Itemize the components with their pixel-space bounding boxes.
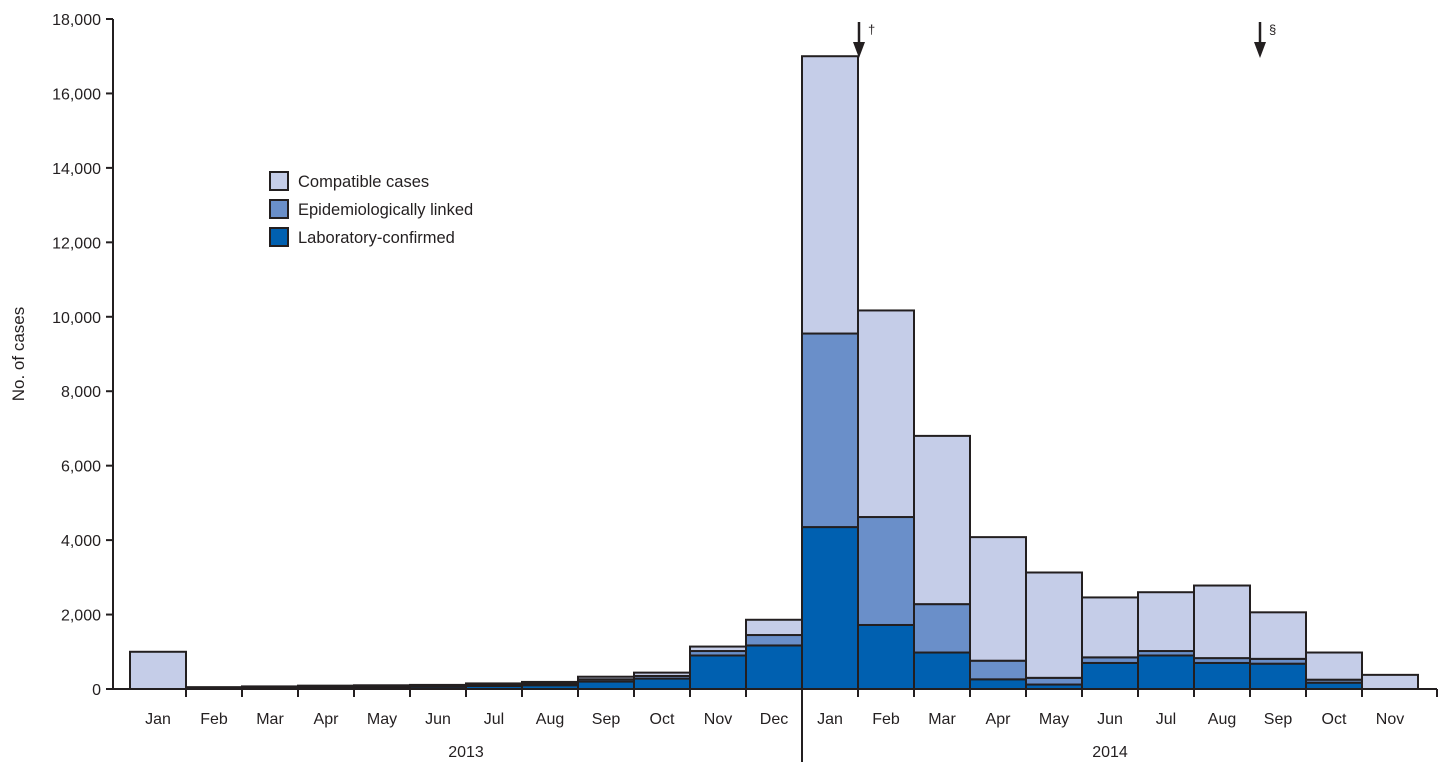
marker-section-symbol: § — [1269, 22, 1276, 37]
bar-segment-compatible-cases-6 — [465, 682, 523, 686]
bar-segment-laboratory-confirmed-17 — [1081, 661, 1139, 691]
bar-segment-epidemiologically-linked-14 — [913, 603, 971, 654]
legend: Compatible cases Epidemiologically linke… — [269, 171, 473, 247]
bar-segment-laboratory-confirmed-13 — [857, 623, 915, 691]
bar-segment-compatible-cases-11 — [745, 618, 803, 637]
bar-segment-compatible-cases-3 — [297, 684, 355, 688]
x-tick-label-2: Mar — [256, 711, 284, 728]
bar-segment-laboratory-confirmed-11 — [745, 644, 803, 691]
bar-segment-compatible-cases-7 — [521, 680, 579, 685]
bar-segment-compatible-cases-4 — [353, 684, 411, 688]
x-tick-label-0: Jan — [145, 711, 171, 728]
bar-segment-epidemiologically-linked-15 — [969, 659, 1027, 681]
y-tick-label-7: 14,000 — [52, 161, 101, 178]
x-tick-label-6: Jul — [484, 711, 504, 728]
bar-segment-epidemiologically-linked-13 — [857, 516, 915, 626]
bar-segment-laboratory-confirmed-12 — [801, 526, 859, 690]
bar-segment-laboratory-confirmed-19 — [1193, 661, 1251, 691]
y-tick-label-8: 16,000 — [52, 86, 101, 103]
bar-segment-compatible-cases-22 — [1361, 673, 1419, 690]
bars — [129, 55, 1419, 691]
bar-segment-compatible-cases-16 — [1025, 571, 1083, 679]
x-tick-label-9: Oct — [650, 711, 675, 728]
bar-segment-laboratory-confirmed-8 — [577, 680, 635, 690]
bar-segment-compatible-cases-12 — [801, 55, 859, 335]
x-tick-label-21: Oct — [1322, 711, 1347, 728]
bar-segment-compatible-cases-15 — [969, 536, 1027, 662]
bar-segment-epidemiologically-linked-11 — [745, 634, 803, 647]
year-labels: 2013 2014 — [448, 744, 1128, 761]
x-tick-label-8: Sep — [592, 711, 621, 728]
annotation-arrow-head-0 — [853, 42, 865, 58]
legend-label-compatible: Compatible cases — [298, 173, 429, 191]
y-tick-label-3: 6,000 — [61, 459, 101, 476]
x-tick-label-1: Feb — [200, 711, 228, 728]
bar-segment-compatible-cases-18 — [1137, 591, 1195, 653]
x-tick-label-13: Feb — [872, 711, 900, 728]
bar-segment-laboratory-confirmed-18 — [1137, 654, 1195, 690]
bar-segment-compatible-cases-13 — [857, 309, 915, 519]
marker-dagger-symbol: † — [868, 22, 875, 37]
year-label-2013: 2013 — [448, 744, 484, 761]
bar-segment-compatible-cases-21 — [1305, 651, 1363, 681]
x-tick-label-17: Jun — [1097, 711, 1123, 728]
bar-segment-compatible-cases-8 — [577, 675, 635, 681]
bar-segment-laboratory-confirmed-14 — [913, 651, 971, 690]
x-tick-label-15: Apr — [986, 711, 1012, 728]
y-tick-label-0: 0 — [92, 682, 101, 699]
legend-swatch-epidemiologically-linked — [269, 199, 289, 219]
x-tick-label-7: Aug — [536, 711, 564, 728]
y-tick-label-4: 8,000 — [61, 384, 101, 401]
bar-segment-compatible-cases-10 — [689, 645, 747, 653]
x-tick-label-12: Jan — [817, 711, 843, 728]
y-tick-label-6: 12,000 — [52, 235, 101, 252]
x-tick-label-4: May — [367, 711, 397, 728]
x-tick-label-20: Sep — [1264, 711, 1293, 728]
year-label-2014: 2014 — [1092, 744, 1128, 761]
legend-swatch-laboratory-confirmed — [269, 227, 289, 247]
bar-segment-compatible-cases-2 — [241, 685, 299, 689]
x-tick-label-5: Jun — [425, 711, 451, 728]
x-tick-label-11: Dec — [760, 711, 788, 728]
bar-segment-compatible-cases-5 — [409, 683, 467, 688]
bar-segment-compatible-cases-9 — [633, 671, 691, 677]
y-tick-label-2: 4,000 — [61, 533, 101, 550]
legend-swatch-compatible — [269, 171, 289, 191]
bar-segment-compatible-cases-19 — [1193, 584, 1251, 660]
x-tick-label-18: Jul — [1156, 711, 1176, 728]
x-tick-label-14: Mar — [928, 711, 956, 728]
bar-segment-laboratory-confirmed-20 — [1249, 662, 1307, 691]
bar-segment-laboratory-confirmed-9 — [633, 677, 691, 690]
legend-label-laboratory-confirmed: Laboratory-confirmed — [298, 229, 455, 247]
x-tick-label-19: Aug — [1208, 711, 1236, 728]
annotation-arrow-head-1 — [1254, 42, 1266, 58]
y-axis-label: No. of cases — [9, 307, 28, 402]
y-tick-label-9: 18,000 — [52, 12, 101, 29]
x-tick-label-10: Nov — [704, 711, 732, 728]
bar-segment-compatible-cases-1 — [185, 686, 243, 689]
bar-segment-epidemiologically-linked-16 — [1025, 676, 1083, 686]
x-tick-label-16: May — [1039, 711, 1069, 728]
y-tick-label-5: 10,000 — [52, 310, 101, 327]
bar-segment-compatible-cases-17 — [1081, 596, 1139, 659]
bar-segment-compatible-cases-20 — [1249, 611, 1307, 660]
bar-segment-epidemiologically-linked-12 — [801, 332, 859, 529]
x-tick-label-3: Apr — [314, 711, 340, 728]
axes: 0 2,000 4,000 6,000 8,000 10,000 12,000 14,000 1… — [52, 12, 1438, 762]
y-tick-label-1: 2,000 — [61, 608, 101, 625]
bar-segment-laboratory-confirmed-10 — [689, 654, 747, 690]
bar-segment-compatible-cases-0 — [129, 650, 187, 690]
legend-label-epidemiologically-linked: Epidemiologically linked — [298, 201, 473, 219]
annotations: † § — [853, 22, 1276, 58]
bar-segment-laboratory-confirmed-15 — [969, 678, 1027, 690]
x-tick-label-22: Nov — [1376, 711, 1404, 728]
bar-segment-compatible-cases-14 — [913, 434, 971, 606]
